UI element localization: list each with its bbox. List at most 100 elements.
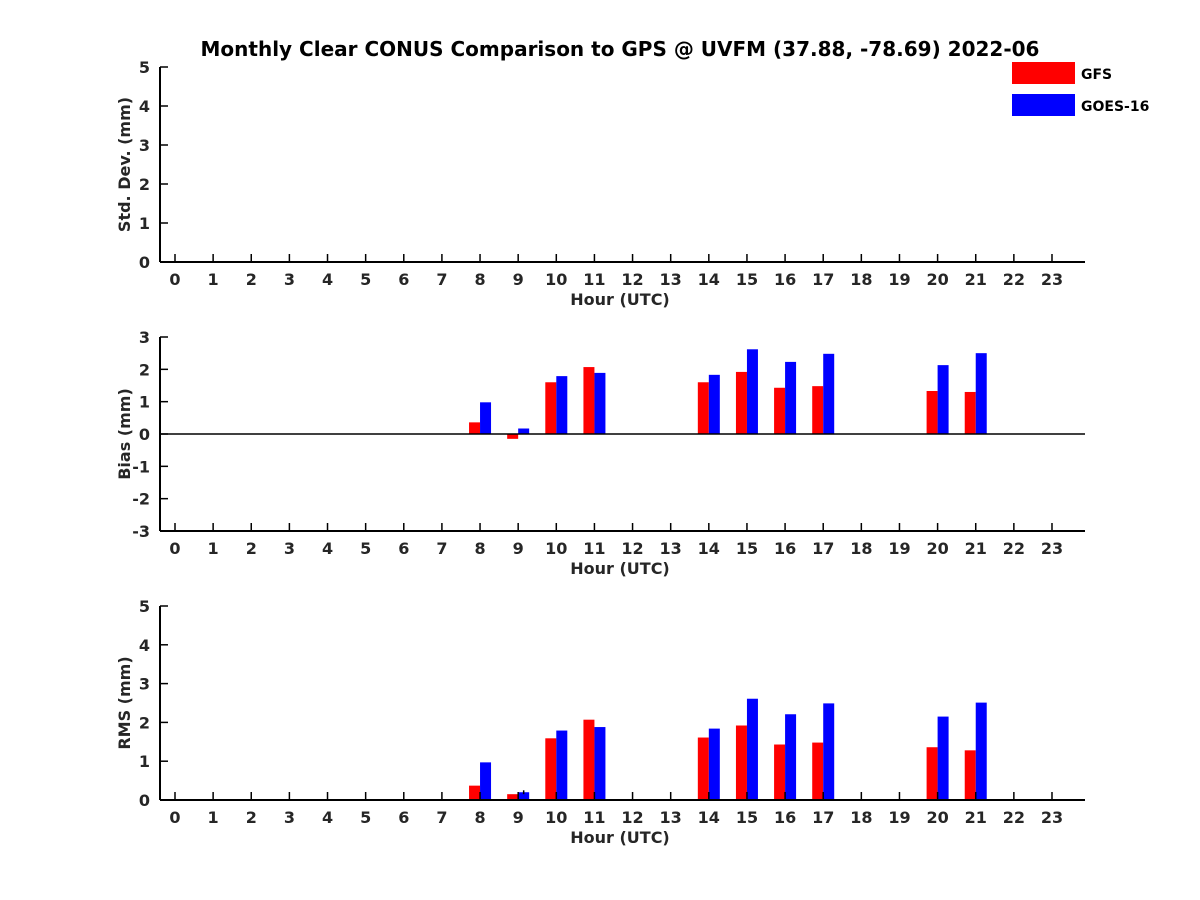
- x-tick-label: 2: [246, 808, 257, 827]
- x-tick-label: 15: [736, 808, 758, 827]
- x-tick-label: 5: [360, 270, 371, 289]
- x-tick-label: 8: [474, 270, 485, 289]
- x-tick-label: 18: [850, 808, 872, 827]
- legend-swatch-goes-16: [1012, 94, 1075, 116]
- bar-gfs-hour-15: [735, 725, 747, 800]
- legend-label-goes-16: GOES-16: [1081, 99, 1149, 115]
- y-tick-label: 5: [139, 58, 150, 77]
- bar-gfs-hour-11: [583, 719, 595, 800]
- x-tick-label: 23: [1041, 270, 1063, 289]
- x-tick-label: 17: [812, 270, 834, 289]
- bars: [469, 698, 987, 800]
- x-tick-label: 20: [926, 808, 948, 827]
- x-tick-label: 16: [774, 270, 796, 289]
- y-tick-label: 0: [139, 791, 150, 810]
- x-tick-label: 0: [169, 539, 180, 558]
- x-tick-label: 12: [621, 808, 643, 827]
- bar-gfs-hour-8: [469, 785, 481, 800]
- x-tick-label: 17: [812, 808, 834, 827]
- bar-goes-16-hour-14: [708, 374, 720, 434]
- bar-gfs-hour-14: [697, 382, 709, 434]
- x-tick-label: 8: [474, 539, 485, 558]
- x-tick-label: 5: [360, 539, 371, 558]
- bar-goes-16-hour-9: [518, 792, 530, 800]
- x-tick-label: 1: [208, 539, 219, 558]
- x-tick-label: 6: [398, 539, 409, 558]
- x-tick-label: 3: [284, 539, 295, 558]
- y-tick-label: 1: [139, 393, 150, 412]
- x-tick-label: 3: [284, 270, 295, 289]
- bar-goes-16-hour-21: [975, 702, 987, 800]
- y-tick-label: -2: [132, 490, 150, 509]
- x-tick-label: 17: [812, 539, 834, 558]
- bar-goes-16-hour-20: [937, 365, 949, 434]
- y-tick-label: 2: [139, 175, 150, 194]
- bar-goes-16-hour-10: [556, 376, 568, 434]
- x-tick-label: 13: [660, 270, 682, 289]
- x-tick-label: 10: [545, 270, 567, 289]
- x-tick-label: 14: [698, 270, 720, 289]
- bar-goes-16-hour-11: [594, 372, 606, 434]
- x-tick-label: 16: [774, 539, 796, 558]
- bar-goes-16-hour-15: [746, 349, 758, 434]
- x-tick-label: 19: [888, 539, 910, 558]
- bar-goes-16-hour-16: [785, 361, 797, 434]
- x-tick-label: 18: [850, 539, 872, 558]
- y-tick-label: 0: [139, 425, 150, 444]
- bar-gfs-hour-15: [735, 371, 747, 434]
- y-tick-label: -1: [132, 457, 150, 476]
- bar-goes-16-hour-20: [937, 716, 949, 800]
- bar-goes-16-hour-17: [823, 353, 835, 434]
- bar-goes-16-hour-11: [594, 727, 606, 800]
- bar-gfs-hour-21: [964, 750, 976, 800]
- x-tick-label: 14: [698, 539, 720, 558]
- x-tick-label: 23: [1041, 539, 1063, 558]
- bar-gfs-hour-16: [774, 387, 786, 434]
- bar-gfs-hour-21: [964, 391, 976, 434]
- bar-gfs-hour-20: [926, 390, 938, 434]
- x-tick-label: 21: [965, 270, 987, 289]
- chart-title: Monthly Clear CONUS Comparison to GPS @ …: [201, 37, 1040, 61]
- x-tick-label: 2: [246, 539, 257, 558]
- x-tick-label: 7: [436, 270, 447, 289]
- y-tick-label: 3: [139, 328, 150, 347]
- x-tick-label: 4: [322, 539, 333, 558]
- x-tick-label: 6: [398, 270, 409, 289]
- x-tick-label: 11: [583, 270, 605, 289]
- bars: [469, 349, 987, 439]
- x-tick-label: 15: [736, 539, 758, 558]
- x-tick-label: 9: [513, 539, 524, 558]
- x-tick-label: 7: [436, 539, 447, 558]
- y-axis-label: Std. Dev. (mm): [115, 97, 134, 232]
- x-tick-label: 0: [169, 270, 180, 289]
- x-tick-label: 11: [583, 539, 605, 558]
- bar-gfs-hour-11: [583, 367, 595, 434]
- x-tick-label: 6: [398, 808, 409, 827]
- x-tick-label: 8: [474, 808, 485, 827]
- x-tick-label: 22: [1003, 270, 1025, 289]
- x-tick-label: 3: [284, 808, 295, 827]
- x-axis-label: Hour (UTC): [570, 290, 670, 309]
- x-tick-label: 19: [888, 808, 910, 827]
- bar-goes-16-hour-16: [785, 714, 797, 800]
- bar-goes-16-hour-10: [556, 730, 568, 800]
- x-tick-label: 19: [888, 270, 910, 289]
- bar-goes-16-hour-15: [746, 698, 758, 800]
- x-tick-label: 12: [621, 270, 643, 289]
- x-axis-label: Hour (UTC): [570, 559, 670, 578]
- y-tick-label: 1: [139, 752, 150, 771]
- legend: GFS GOES-16: [1012, 62, 1149, 116]
- x-tick-label: 22: [1003, 808, 1025, 827]
- x-tick-label: 9: [513, 270, 524, 289]
- y-axis-label: Bias (mm): [115, 388, 134, 480]
- bar-gfs-hour-10: [545, 738, 557, 800]
- x-tick-label: 4: [322, 270, 333, 289]
- x-tick-label: 21: [965, 539, 987, 558]
- x-tick-label: 0: [169, 808, 180, 827]
- y-tick-label: -3: [132, 522, 150, 541]
- y-tick-label: 0: [139, 253, 150, 272]
